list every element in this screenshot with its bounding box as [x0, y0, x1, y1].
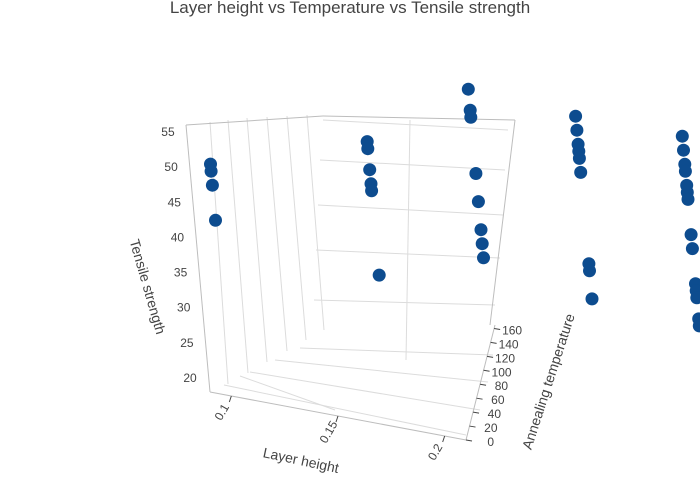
z-tick-label: 25: [180, 336, 194, 350]
x-axis-title: Layer height: [262, 444, 341, 476]
y-tick-mark: [476, 397, 483, 400]
chart-title: Layer height vs Temperature vs Tensile s…: [170, 0, 530, 17]
data-point: [585, 292, 599, 306]
data-point: [690, 291, 700, 305]
y-tick-mark: [494, 327, 501, 330]
data-point: [361, 142, 375, 156]
y-tick-mark: [487, 355, 494, 358]
data-point: [474, 223, 488, 237]
z-tick-label: 55: [161, 125, 175, 139]
x-tick-mark: [228, 395, 232, 403]
z-axis-ticks: 20 25 30 35 40 45 50 55: [161, 125, 197, 385]
x-tick-mark: [335, 415, 339, 423]
z-tick-label: 40: [171, 230, 185, 244]
z-tick-label: 50: [164, 160, 178, 174]
data-point: [678, 164, 692, 178]
data-point: [469, 167, 483, 180]
data-point: [681, 192, 695, 206]
scatter-points: [204, 82, 700, 333]
x-tick-label: 0.2: [425, 441, 446, 463]
y-tick-mark: [483, 369, 490, 372]
data-point: [365, 184, 379, 198]
y-tick-mark: [490, 341, 497, 344]
data-point: [684, 228, 698, 242]
x-tick-label: 0.1: [212, 401, 233, 423]
x-tick-label: 0.15: [317, 418, 341, 446]
y-tick-label: 40: [488, 407, 502, 421]
data-point: [572, 151, 586, 165]
z-tick-label: 35: [174, 266, 188, 280]
z-tick-label: 30: [177, 301, 191, 315]
z-axis-title: Tensile strength: [127, 237, 169, 336]
y-tick-mark: [479, 383, 487, 386]
data-point: [372, 268, 386, 282]
y-tick-label: 160: [502, 323, 522, 337]
axis-frame: [185, 115, 516, 441]
data-point: [363, 163, 377, 177]
y-tick-label: 0: [487, 435, 494, 449]
y-tick-label: 20: [484, 421, 498, 435]
data-point: [204, 164, 218, 178]
data-point: [569, 109, 583, 123]
data-point: [475, 237, 489, 251]
data-point: [677, 143, 690, 157]
data-point: [685, 242, 699, 256]
z-tick-label: 45: [168, 195, 182, 209]
y-tick-label: 60: [491, 393, 505, 407]
y-tick-mark: [465, 439, 473, 442]
grid: [209, 114, 509, 436]
data-point: [570, 123, 584, 137]
y-tick-label: 80: [495, 379, 509, 393]
y-tick-label: 100: [492, 365, 512, 379]
data-point: [692, 319, 700, 333]
data-point: [583, 264, 596, 278]
z-tick-label: 20: [183, 371, 197, 385]
y-tick-mark: [469, 425, 476, 428]
data-point: [205, 178, 219, 192]
data-point: [477, 251, 490, 265]
y-axis-title: Annealing temperature: [519, 311, 578, 451]
data-point: [675, 129, 689, 143]
data-point: [574, 165, 588, 179]
y-tick-label: 120: [495, 351, 515, 365]
data-point: [209, 213, 222, 227]
y-tick-label: 140: [499, 337, 519, 351]
x-tick-mark: [442, 435, 446, 443]
data-point: [464, 110, 478, 124]
y-tick-mark: [472, 411, 480, 414]
data-point: [461, 82, 475, 96]
data-point: [471, 195, 485, 209]
